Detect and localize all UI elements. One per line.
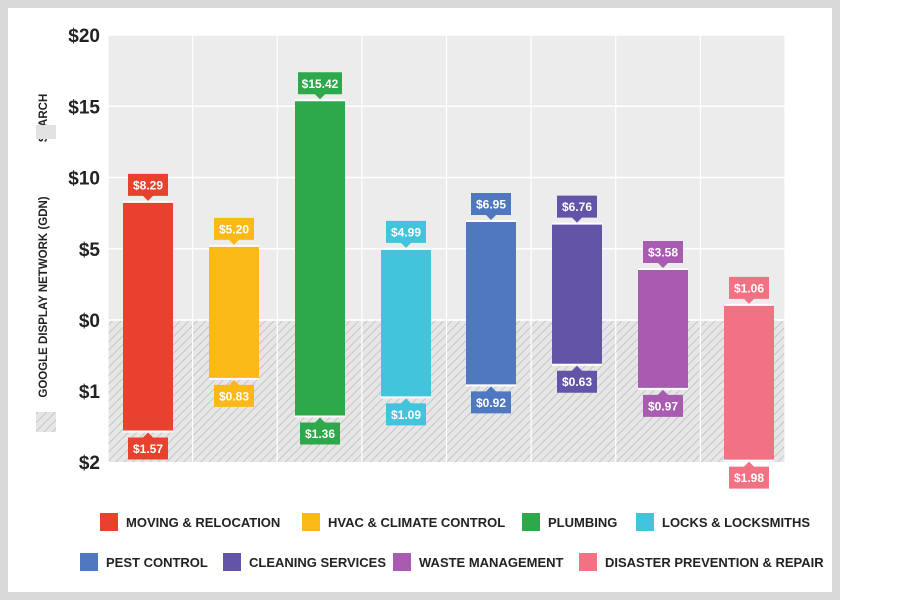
y-tick-label: $1 (79, 382, 101, 403)
legend-label: PLUMBING (548, 515, 617, 530)
bar-pest-control (466, 220, 516, 386)
data-label-badge (214, 217, 254, 245)
legend-label: WASTE MANAGEMENT (419, 555, 564, 570)
data-label-badge (471, 386, 511, 414)
bar-waste-management (638, 268, 688, 389)
legend-label: LOCKS & LOCKSMITHS (662, 515, 810, 530)
data-label-badge (214, 379, 254, 407)
data-label: $8.29 (133, 178, 163, 192)
bar-locks-locksmiths (381, 248, 431, 398)
data-label-badge (128, 432, 168, 460)
data-label: $1.09 (391, 408, 421, 422)
y-tick-label: $10 (68, 169, 100, 190)
data-label: $5.20 (219, 222, 249, 236)
data-label: $1.06 (734, 281, 764, 295)
legend-label: DISASTER PREVENTION & REPAIR (605, 555, 824, 570)
legend-swatch (393, 553, 411, 571)
frame-border-bottom (0, 592, 840, 600)
bar-moving-relocation (123, 201, 173, 432)
legend-label: HVAC & CLIMATE CONTROL (328, 515, 505, 530)
legend-label: MOVING & RELOCATION (126, 515, 280, 530)
data-label-badge (729, 461, 769, 489)
data-label: $0.97 (648, 399, 678, 413)
frame-border-right (832, 0, 840, 600)
lower-axis-title: GOOGLE DISPLAY NETWORK (GDN) (38, 196, 50, 397)
data-label-badge (386, 220, 426, 248)
legend-label: CLEANING SERVICES (249, 555, 386, 570)
legend-swatch (522, 513, 540, 531)
legend-swatch (100, 513, 118, 531)
y-tick-label: $2 (79, 453, 100, 474)
legend-swatch (302, 513, 320, 531)
bar-cleaning-services (552, 223, 602, 365)
data-label-badge (643, 240, 683, 268)
data-label: $0.83 (219, 389, 249, 403)
data-label-badge (298, 72, 342, 100)
data-label-badge (471, 192, 511, 220)
data-label: $0.63 (562, 375, 592, 389)
data-label: $6.95 (476, 197, 506, 211)
legend-swatch (636, 513, 654, 531)
lower-axis-swatch (36, 412, 56, 432)
y-tick-label: $5 (79, 240, 101, 261)
data-label-badge (557, 195, 597, 223)
data-label: $6.76 (562, 200, 592, 214)
frame-border-left (0, 0, 8, 600)
data-label: $1.98 (734, 471, 764, 485)
y-tick-label: $0 (79, 311, 100, 332)
legend-swatch (223, 553, 241, 571)
frame-border-top (0, 0, 840, 8)
legend-swatch (80, 553, 98, 571)
legend-label: PEST CONTROL (106, 555, 208, 570)
legend: MOVING & RELOCATION HVAC & CLIMATE CONTRO… (80, 513, 824, 571)
data-label: $15.42 (302, 77, 339, 91)
axes: SEARCH GOOGLE DISPLAY NETWORK (GDN) $20$… (36, 26, 100, 474)
legend-swatch (579, 553, 597, 571)
data-label-badge (729, 276, 769, 304)
data-label: $1.57 (133, 442, 163, 456)
y-tick-label: $20 (68, 26, 100, 47)
data-label-badge (128, 173, 168, 201)
bar-plumbing (295, 100, 345, 417)
bar-disaster-prevention-repair (724, 304, 774, 461)
data-label-badge (643, 389, 683, 417)
data-label: $4.99 (391, 225, 421, 239)
data-label: $0.92 (476, 396, 506, 410)
bars (123, 99, 774, 462)
data-labels: $8.29 $1.57 $5.20 $0.83 $15.42 $1.36 $4.99 $1.0… (128, 72, 769, 489)
data-label-badge (386, 398, 426, 426)
data-label: $1.36 (305, 427, 335, 441)
upper-axis-swatch (36, 125, 56, 139)
y-tick-label: $15 (68, 97, 100, 118)
data-label-badge (300, 417, 340, 445)
bar-hvac-climate-control (209, 245, 259, 379)
data-label: $3.58 (648, 245, 678, 259)
data-label-badge (557, 365, 597, 393)
